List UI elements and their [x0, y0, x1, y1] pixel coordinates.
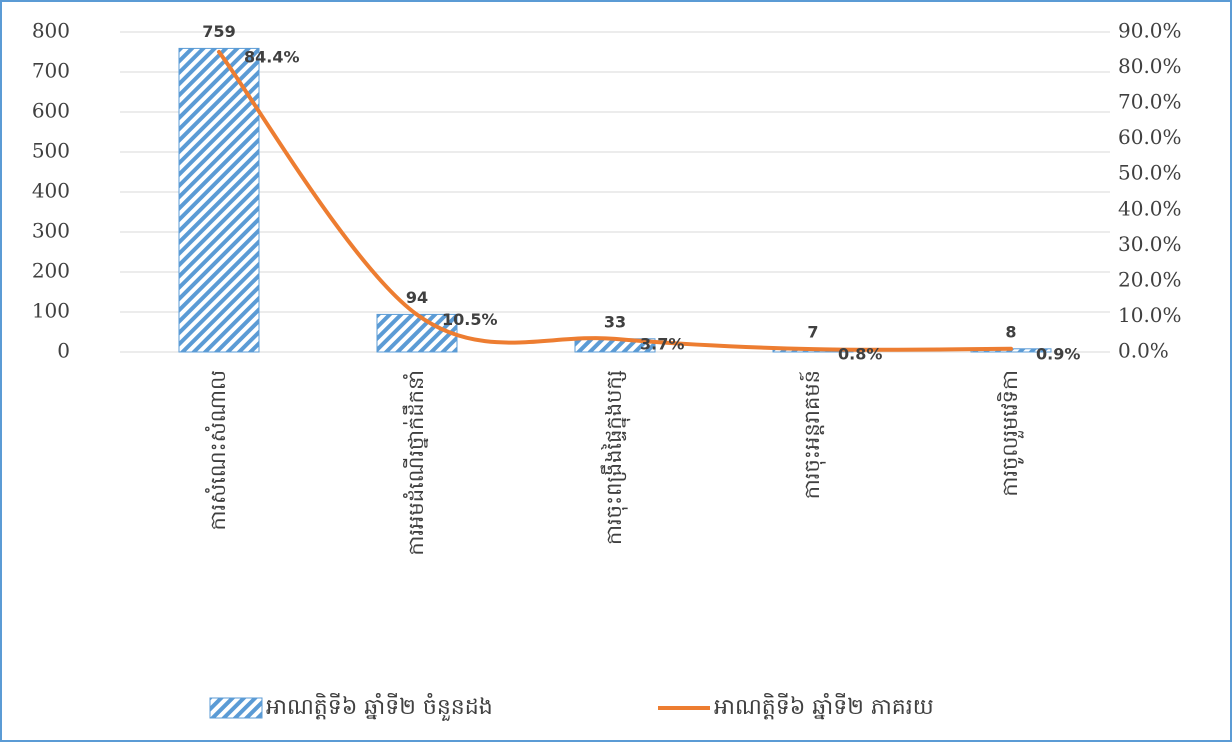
y-tick-label: 500 — [32, 139, 70, 163]
y-tick-label: 400 — [32, 179, 70, 203]
y-tick-label: 100 — [32, 299, 70, 323]
y2-tick-label: 60.0% — [1118, 125, 1182, 149]
y-tick-label: 0 — [57, 339, 70, 363]
bar-value-label: 94 — [406, 288, 428, 307]
y-tick-label: 200 — [32, 259, 70, 283]
bar-value-label: 759 — [202, 22, 235, 41]
legend-swatch — [209, 697, 263, 719]
bar — [178, 47, 260, 353]
y-tick-label: 800 — [32, 19, 70, 43]
legend-label: អាណត្តិទី៦ ឆ្នាំទី២ ចំនួនដង — [266, 693, 493, 721]
line-value-label: 84.4% — [244, 47, 300, 66]
y-tick-label: 700 — [32, 59, 70, 83]
y-tick-label: 600 — [32, 99, 70, 123]
bar-value-label: 7 — [807, 323, 818, 342]
line-value-label: 3.7% — [640, 334, 684, 353]
line-series — [217, 49, 1013, 352]
y2-tick-label: 40.0% — [1118, 196, 1182, 220]
x-tick-label: ការអមដំណើរថ្នាក់ដឹកនាំ — [402, 370, 429, 556]
legend-label: អាណត្តិទី៦ ឆ្នាំទី២ ភាគរយ — [714, 693, 934, 720]
x-tick-label: ការចុះអន្តរាគមន៍ — [799, 370, 826, 499]
y2-tick-label: 50.0% — [1118, 161, 1182, 185]
y2-tick-label: 10.0% — [1118, 303, 1182, 327]
y2-tick-label: 70.0% — [1118, 90, 1182, 114]
x-tick-label: ការចុះពង្រឹងផ្ទៃក្នុងបក្ស — [600, 370, 631, 545]
bar-value-label: 33 — [604, 312, 626, 331]
y2-tick-label: 20.0% — [1118, 267, 1182, 291]
line-value-label: 0.8% — [838, 345, 882, 364]
bar-value-label: 8 — [1005, 322, 1016, 341]
y2-tick-label: 30.0% — [1118, 232, 1182, 256]
y2-tick-label: 90.0% — [1118, 19, 1182, 43]
y2-tick-label: 0.0% — [1118, 339, 1169, 363]
x-tick-label: ការចូលរួមវេទិកា — [997, 370, 1024, 497]
y-tick-label: 300 — [32, 219, 70, 243]
y2-tick-label: 80.0% — [1118, 54, 1182, 78]
line-value-label: 0.9% — [1036, 344, 1080, 363]
line-value-label: 10.5% — [442, 310, 498, 329]
x-tick-label: ការសំណេះសំណាល — [205, 370, 230, 530]
